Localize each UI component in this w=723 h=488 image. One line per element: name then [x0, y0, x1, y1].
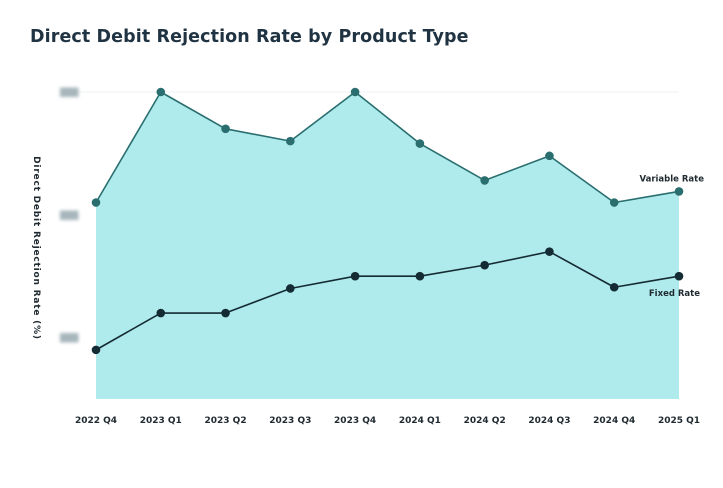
chart-title: Direct Debit Rejection Rate by Product T… [30, 27, 469, 47]
y-tick-label: ███ [59, 210, 79, 220]
legend-fixed-rate: Fixed Rate [649, 289, 700, 299]
point-variable-rate[interactable] [350, 87, 360, 97]
point-variable-rate[interactable] [609, 198, 619, 207]
x-tick-label: 2024 Q3 [528, 416, 570, 426]
y-tick-label: ███ [59, 87, 79, 97]
point-fixed-rate[interactable] [156, 308, 166, 318]
x-tick-label: 2023 Q3 [269, 416, 311, 426]
point-fixed-rate[interactable] [674, 271, 684, 281]
point-variable-rate[interactable] [221, 124, 230, 134]
point-variable-rate[interactable] [286, 136, 295, 146]
line-fixed-rate [95, 250, 680, 351]
point-variable-rate[interactable] [91, 198, 101, 207]
point-variable-rate[interactable] [156, 87, 166, 97]
x-tick-label: 2025 Q1 [658, 416, 700, 426]
area-variable-rate [96, 92, 679, 399]
x-tick-label: 2024 Q1 [399, 416, 441, 426]
point-fixed-rate[interactable] [545, 247, 554, 256]
x-tick-label: 2023 Q2 [205, 416, 247, 426]
point-fixed-rate[interactable] [91, 345, 101, 355]
point-variable-rate[interactable] [480, 176, 489, 185]
point-fixed-rate[interactable] [415, 271, 425, 281]
point-fixed-rate[interactable] [221, 308, 230, 318]
point-fixed-rate[interactable] [286, 284, 295, 293]
x-tick-label: 2022 Q4 [75, 416, 117, 426]
point-fixed-rate[interactable] [480, 260, 489, 270]
point-fixed-rate[interactable] [350, 271, 360, 281]
point-fixed-rate[interactable] [609, 282, 619, 292]
x-tick-label: 2023 Q1 [140, 416, 182, 426]
x-tick-label: 2024 Q2 [464, 416, 506, 426]
point-variable-rate[interactable] [545, 151, 554, 161]
line-variable-rate [95, 91, 680, 204]
y-tick-label: ███ [59, 333, 79, 343]
x-tick-label: 2024 Q4 [593, 416, 635, 426]
legend-variable-rate: Variable Rate [639, 174, 704, 184]
x-tick-label: 2023 Q4 [334, 416, 376, 426]
point-variable-rate[interactable] [415, 139, 425, 148]
point-variable-rate[interactable] [674, 187, 684, 196]
